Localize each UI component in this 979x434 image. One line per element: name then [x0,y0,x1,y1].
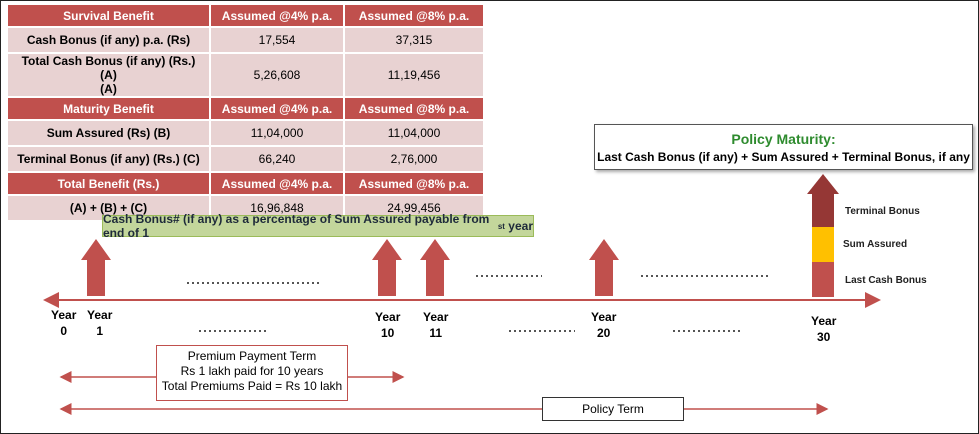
value-8pct: 2,76,000 [345,147,483,171]
year-1-label: Year 1 [87,307,112,339]
year-number: 10 [381,326,395,340]
row-label-text: Total Cash Bonus (if any) (Rs.) (A) (A) [21,54,196,96]
table-row: Cash Bonus (if any) p.a. (Rs) 17,554 37,… [8,28,483,52]
value-4pct: 5,26,608 [211,54,343,96]
cash-bonus-note-suffix: year [504,219,533,233]
header-cell: Maturity Benefit [8,98,209,119]
table-row: Terminal Bonus (if any) (Rs.) (C) 66,240… [8,147,483,171]
bonus-arrow-year-10 [372,239,402,296]
last-cash-bonus-label: Last Cash Bonus [845,275,927,286]
value-8pct: 11,04,000 [345,121,483,145]
row-label: Total Cash Bonus (if any) (Rs.) (A) (A) [8,54,209,96]
premium-payment-term-box: Premium Payment Term Rs 1 lakh paid for … [156,345,348,401]
header-cell: Total Benefit (Rs.) [8,173,209,194]
year-word: Year [591,310,617,324]
header-cell: Assumed @8% p.a. [345,5,483,26]
sum-assured-label: Sum Assured [843,239,908,250]
maturity-benefit-header-row: Maturity Benefit Assumed @4% p.a. Assume… [8,98,483,119]
policy-term-label: Policy Term [582,402,644,416]
maturity-segment-last-cash-bonus [812,262,834,297]
header-cell: Survival Benefit [8,5,209,26]
value-8pct: 37,315 [345,28,483,52]
bonus-arrow-year-20 [589,239,619,296]
table-row: Total Cash Bonus (if any) (Rs.) (A) (A) … [8,54,483,96]
premium-term-title: Premium Payment Term [187,349,317,363]
header-cell: Assumed @4% p.a. [211,173,343,194]
year-word: Year [51,308,77,322]
year-word: Year [811,314,837,328]
year-number: 0 [60,324,68,338]
year-word: Year [87,308,113,322]
header-cell: Assumed @4% p.a. [211,5,343,26]
year-20-label: Year 20 [591,309,616,341]
total-benefit-header-row: Total Benefit (Rs.) Assumed @4% p.a. Ass… [8,173,483,194]
bonus-arrow-year-11 [420,239,450,296]
value-4pct: 11,04,000 [211,121,343,145]
premium-term-total: Total Premiums Paid = Rs 10 lakh [161,379,343,393]
maturity-segment-sum-assured [812,227,834,262]
value-4pct: 66,240 [211,147,343,171]
year-number: 11 [429,326,443,340]
bonus-arrow-year-1 [81,239,111,296]
maturity-segment-terminal-bonus [812,194,834,227]
year-0-label: Year 0 [51,307,76,339]
year-11-label: Year 11 [423,309,448,341]
year-number: 20 [597,326,611,340]
year-10-label: Year 10 [375,309,400,341]
value-4pct: 17,554 [211,28,343,52]
policy-maturity-box: Policy Maturity: Last Cash Bonus (if any… [594,124,973,170]
year-word: Year [423,310,449,324]
row-label: Sum Assured (Rs) (B) [8,121,209,145]
value-8pct: 11,19,456 [345,54,483,96]
terminal-bonus-label: Terminal Bonus [845,206,920,217]
cash-bonus-note: Cash Bonus# (if any) as a percentage of … [102,212,534,240]
header-cell: Assumed @8% p.a. [345,98,483,119]
year-number: 30 [817,330,831,344]
header-cell: Assumed @4% p.a. [211,98,343,119]
cash-bonus-note-text: Cash Bonus# (if any) as a percentage of … [103,212,490,240]
year-number: 1 [96,324,104,338]
policy-maturity-title: Policy Maturity: [731,131,836,147]
row-label: Terminal Bonus (if any) (Rs.) (C) [8,147,209,171]
year-word: Year [375,310,401,324]
cash-bonus-note-superscript: st [497,221,505,231]
benefits-table: Survival Benefit Assumed @4% p.a. Assume… [6,3,485,222]
policy-term-box: Policy Term [542,397,684,421]
survival-benefit-header-row: Survival Benefit Assumed @4% p.a. Assume… [8,5,483,26]
premium-term-amount: Rs 1 lakh paid for 10 years [180,364,324,378]
year-30-label: Year 30 [811,313,836,345]
header-cell: Assumed @8% p.a. [345,173,483,194]
maturity-arrow-head [807,174,839,194]
policy-maturity-formula: Last Cash Bonus (if any) + Sum Assured +… [597,150,970,164]
table-row: Sum Assured (Rs) (B) 11,04,000 11,04,000 [8,121,483,145]
row-label: Cash Bonus (if any) p.a. (Rs) [8,28,209,52]
